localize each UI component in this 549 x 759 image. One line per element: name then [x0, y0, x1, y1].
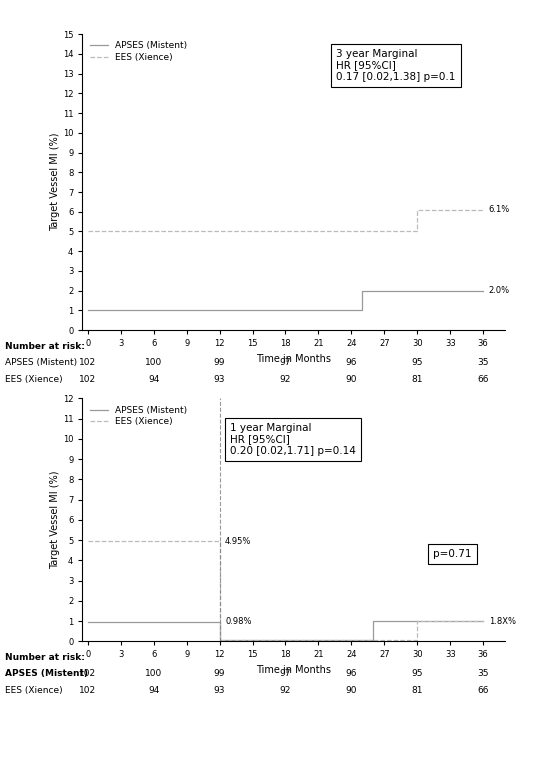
- Text: 1.8X%: 1.8X%: [489, 616, 516, 625]
- EES (Xience): [85, 227, 91, 236]
- Text: 93: 93: [214, 375, 225, 384]
- Text: APSES (Mistent): APSES (Mistent): [5, 358, 77, 367]
- Line: APSES (Mistent): APSES (Mistent): [88, 621, 483, 641]
- Text: 97: 97: [280, 358, 291, 367]
- Text: 2.0%: 2.0%: [489, 286, 509, 295]
- Text: 100: 100: [145, 669, 163, 679]
- EES (Xience): [480, 205, 486, 214]
- EES (Xience): [216, 537, 223, 546]
- Text: 3 year Marginal
HR [95%CI]
0.17 [0.02,1.38] p=0.1: 3 year Marginal HR [95%CI] 0.17 [0.02,1.…: [336, 49, 455, 82]
- Text: 96: 96: [346, 358, 357, 367]
- APSES (Mistent): [216, 617, 223, 626]
- Text: 102: 102: [79, 669, 97, 679]
- APSES (Mistent): [359, 286, 366, 295]
- Text: Number at risk:: Number at risk:: [5, 342, 85, 351]
- Text: Number at risk:: Number at risk:: [5, 653, 85, 662]
- Text: APSES (Mistent): APSES (Mistent): [5, 669, 88, 679]
- Text: 102: 102: [79, 358, 97, 367]
- Text: 66: 66: [478, 375, 489, 384]
- APSES (Mistent): [85, 306, 91, 315]
- EES (Xience): [414, 227, 421, 236]
- X-axis label: Time in Months: Time in Months: [256, 354, 331, 364]
- Text: 35: 35: [478, 358, 489, 367]
- Text: 102: 102: [79, 375, 97, 384]
- Y-axis label: Target Vessel MI (%): Target Vessel MI (%): [50, 133, 60, 231]
- Text: 35: 35: [478, 669, 489, 679]
- EES (Xience): [85, 537, 91, 546]
- EES (Xience): [414, 616, 421, 625]
- Text: 100: 100: [145, 358, 163, 367]
- Text: 94: 94: [148, 686, 159, 695]
- EES (Xience): [414, 636, 421, 645]
- Text: p=0.71: p=0.71: [433, 549, 472, 559]
- Text: 99: 99: [214, 669, 225, 679]
- APSES (Mistent): [370, 616, 377, 625]
- X-axis label: Time in Months: Time in Months: [256, 665, 331, 675]
- Text: 99: 99: [214, 358, 225, 367]
- Text: 81: 81: [412, 375, 423, 384]
- Text: EES (Xience): EES (Xience): [5, 686, 63, 695]
- Legend: APSES (Mistent), EES (Xience): APSES (Mistent), EES (Xience): [87, 39, 190, 65]
- Text: 97: 97: [280, 669, 291, 679]
- Text: 6.1%: 6.1%: [489, 205, 510, 214]
- Text: 102: 102: [79, 686, 97, 695]
- Y-axis label: Target Vessel MI (%): Target Vessel MI (%): [50, 471, 60, 569]
- Line: EES (Xience): EES (Xience): [88, 209, 483, 231]
- APSES (Mistent): [216, 636, 223, 645]
- Line: APSES (Mistent): APSES (Mistent): [88, 291, 483, 310]
- Legend: APSES (Mistent), EES (Xience): APSES (Mistent), EES (Xience): [87, 403, 190, 429]
- Text: 4.95%: 4.95%: [225, 537, 251, 546]
- Text: 93: 93: [214, 686, 225, 695]
- Text: 0.98%: 0.98%: [225, 617, 251, 626]
- EES (Xience): [414, 205, 421, 214]
- APSES (Mistent): [359, 306, 366, 315]
- APSES (Mistent): [480, 616, 486, 625]
- Text: 96: 96: [346, 669, 357, 679]
- APSES (Mistent): [85, 617, 91, 626]
- Text: 81: 81: [412, 686, 423, 695]
- Text: 1 year Marginal
HR [95%CI]
0.20 [0.02,1.71] p=0.14: 1 year Marginal HR [95%CI] 0.20 [0.02,1.…: [231, 423, 356, 456]
- Text: 66: 66: [478, 686, 489, 695]
- Text: 92: 92: [280, 686, 291, 695]
- APSES (Mistent): [480, 286, 486, 295]
- EES (Xience): [216, 636, 223, 645]
- APSES (Mistent): [370, 636, 377, 645]
- Line: EES (Xience): EES (Xience): [88, 541, 483, 641]
- Text: 90: 90: [346, 686, 357, 695]
- Text: 90: 90: [346, 375, 357, 384]
- Text: 92: 92: [280, 375, 291, 384]
- Text: EES (Xience): EES (Xience): [5, 375, 63, 384]
- Text: 95: 95: [412, 358, 423, 367]
- EES (Xience): [480, 616, 486, 625]
- Text: 94: 94: [148, 375, 159, 384]
- Text: 95: 95: [412, 669, 423, 679]
